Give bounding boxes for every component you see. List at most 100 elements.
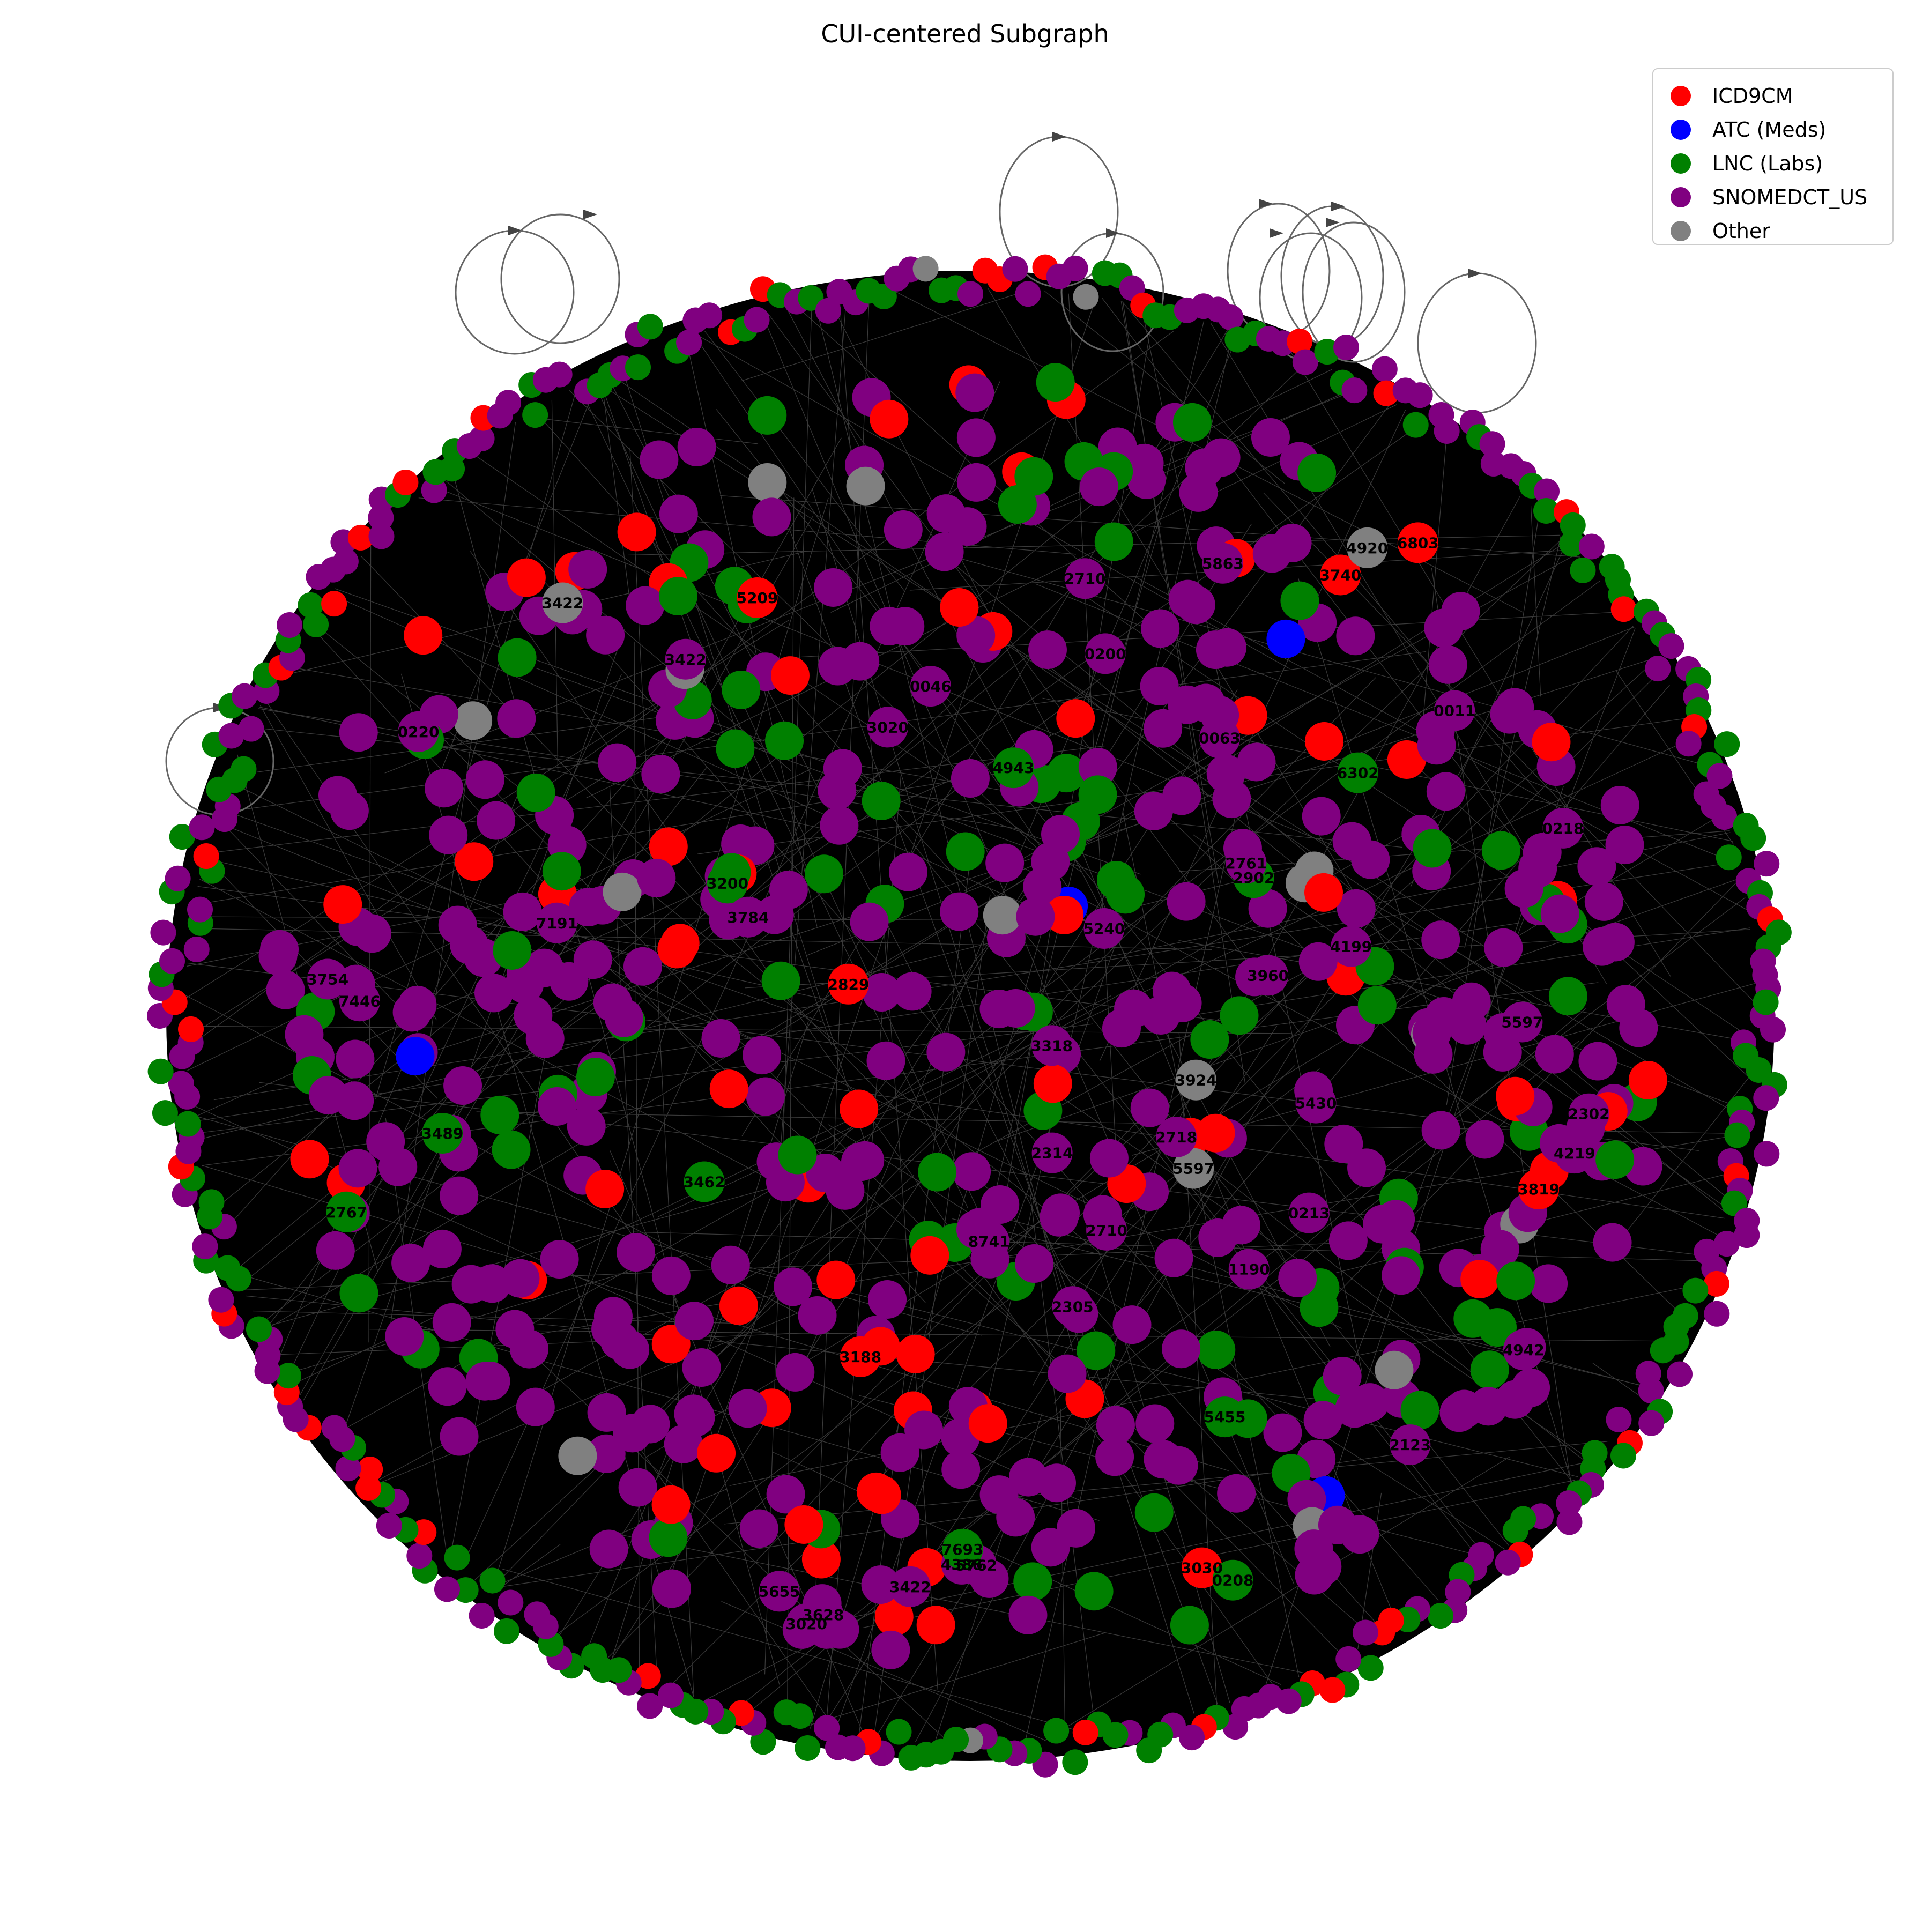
graph-node xyxy=(1556,1509,1583,1535)
self-loop-edge xyxy=(500,213,620,344)
graph-node xyxy=(330,791,369,830)
graph-node xyxy=(1628,1060,1667,1099)
graph-node xyxy=(861,1565,900,1604)
graph-node xyxy=(1237,742,1276,782)
self-loop-edge xyxy=(1302,221,1406,363)
graph-node xyxy=(1297,453,1337,492)
graph-node xyxy=(425,769,464,808)
node-label: 2718 xyxy=(1155,1128,1197,1146)
node-label: 3318 xyxy=(1031,1037,1073,1054)
graph-node xyxy=(1593,1223,1632,1262)
node-label: 5863 xyxy=(1202,555,1244,573)
graph-node xyxy=(1606,985,1645,1024)
graph-node xyxy=(778,1135,817,1175)
graph-node xyxy=(1170,1606,1209,1645)
graph-edge xyxy=(629,447,694,1698)
graph-node xyxy=(871,283,897,309)
graph-edge xyxy=(1044,1456,1511,1741)
graph-node xyxy=(469,1602,495,1629)
graph-node xyxy=(1533,497,1559,524)
graph-node xyxy=(238,716,264,742)
graph-node xyxy=(1079,467,1118,507)
graph-node xyxy=(1280,581,1319,620)
graph-node xyxy=(1002,256,1028,282)
graph-node xyxy=(1390,1424,1431,1466)
graph-node xyxy=(1439,1393,1479,1432)
node-label: 4199 xyxy=(1330,938,1372,956)
graph-node xyxy=(391,1243,430,1282)
self-loop-edge xyxy=(455,229,575,355)
node-label: 4942 xyxy=(1503,1341,1545,1359)
node-label: 5655 xyxy=(759,1582,800,1600)
graph-node xyxy=(1052,1286,1093,1327)
graph-node xyxy=(168,1071,194,1097)
graph-node xyxy=(828,963,869,1005)
self-loop-arrowhead xyxy=(508,226,522,235)
graph-node xyxy=(376,1512,402,1539)
graph-node xyxy=(1577,847,1616,886)
legend-item-other: Other xyxy=(1666,214,1880,248)
graph-node xyxy=(1375,1350,1414,1389)
graph-node xyxy=(942,1528,983,1570)
graph-node xyxy=(1540,894,1579,933)
node-label: 3784 xyxy=(727,909,769,926)
graph-node xyxy=(569,888,608,927)
graph-node xyxy=(1402,412,1429,438)
graph-node xyxy=(1095,1437,1134,1476)
graph-node xyxy=(916,1606,955,1645)
graph-node xyxy=(1713,1231,1740,1257)
graph-node xyxy=(701,1019,740,1058)
graph-edge xyxy=(1132,782,1686,1318)
graph-node xyxy=(1179,473,1218,512)
graph-node xyxy=(339,713,378,752)
graph-node xyxy=(814,1715,840,1741)
graph-node xyxy=(558,1436,597,1475)
graph-node xyxy=(1172,403,1212,442)
graph-edge xyxy=(1099,410,1406,1061)
graph-node xyxy=(1548,977,1587,1016)
graph-edge xyxy=(227,780,1342,1329)
graph-node xyxy=(682,1348,721,1387)
graph-node xyxy=(1134,791,1173,830)
graph-node xyxy=(443,1066,482,1105)
node-label: 3740 xyxy=(1320,567,1362,584)
graph-node xyxy=(697,1433,736,1473)
graph-node xyxy=(1490,695,1529,734)
graph-node xyxy=(1298,942,1338,981)
graph-node xyxy=(198,1189,225,1215)
graph-node xyxy=(546,361,573,388)
graph-edge xyxy=(202,1165,1229,1472)
graph-node xyxy=(862,1475,901,1514)
legend-label-lnc: LNC (Labs) xyxy=(1712,151,1823,175)
graph-node xyxy=(1371,356,1398,382)
graph-node xyxy=(651,1256,691,1295)
graph-node xyxy=(266,970,305,1009)
graph-node xyxy=(307,958,348,1000)
graph-node xyxy=(1248,889,1287,928)
graph-node xyxy=(696,302,723,329)
graph-node xyxy=(773,1699,799,1726)
node-label: 0011 xyxy=(1434,702,1475,720)
graph-node xyxy=(323,885,362,924)
node-label: 3188 xyxy=(840,1348,881,1366)
graph-node xyxy=(1135,1404,1175,1443)
node-label: 5762 xyxy=(955,1556,997,1574)
graph-node xyxy=(665,638,706,680)
graph-node xyxy=(469,425,495,451)
node-label: 2302 xyxy=(1568,1105,1610,1123)
graph-node xyxy=(711,1245,750,1284)
graph-node xyxy=(641,754,680,793)
graph-edge xyxy=(506,1329,951,1744)
graph-node xyxy=(868,1280,907,1319)
graph-node xyxy=(748,396,787,435)
graph-node xyxy=(1073,284,1099,310)
graph-node xyxy=(866,1041,905,1080)
graph-node xyxy=(993,747,1034,789)
graph-node xyxy=(737,577,778,618)
graph-node xyxy=(1304,873,1343,912)
graph-node xyxy=(169,824,195,850)
graph-node xyxy=(677,427,716,466)
graph-node xyxy=(1181,1547,1222,1588)
graph-node xyxy=(525,1019,565,1058)
